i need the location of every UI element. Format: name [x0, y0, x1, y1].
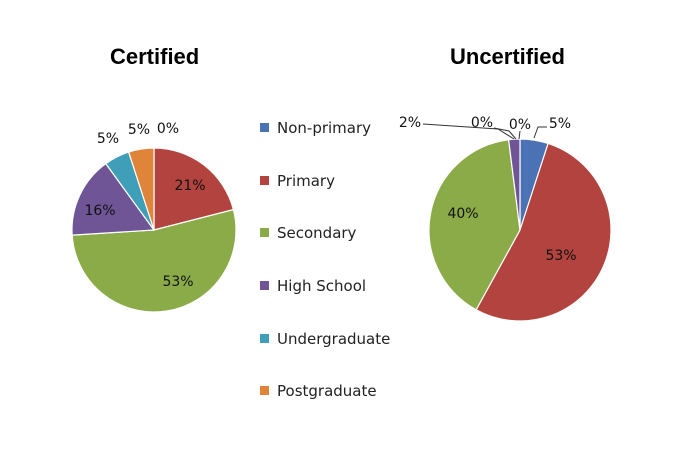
legend-label: Non-primary [277, 119, 372, 137]
data-label-postgraduate: 0% [509, 117, 531, 133]
data-label-undergraduate: 0% [471, 115, 493, 131]
leader-line [533, 126, 547, 139]
data-label-non-primary: 0% [157, 121, 179, 137]
data-label-undergraduate: 5% [97, 131, 119, 147]
data-label-secondary: 40% [447, 206, 478, 222]
pie-slice-primary [153, 147, 235, 231]
legend-swatch [260, 123, 269, 132]
uncertified-pie: 5% 53% 40% 2% 0% 0% [399, 115, 612, 322]
data-label-secondary: 53% [162, 274, 193, 290]
pie-slice-high-school [71, 162, 156, 236]
pie-slice-high-school [507, 138, 521, 231]
pie-slice-secondary [71, 208, 237, 313]
data-label-primary: 21% [174, 178, 205, 194]
pie-slice-primary [475, 142, 612, 322]
legend-label: Primary [277, 171, 335, 190]
legend-label: Secondary [277, 224, 357, 243]
legend-swatch [260, 386, 269, 396]
legend-swatch [260, 228, 269, 238]
leader-line [422, 123, 515, 140]
certified-chart-title: Certified [110, 44, 200, 69]
uncertified-chart-title: Uncertified [450, 44, 565, 69]
legend-label: Undergraduate [277, 329, 391, 348]
data-label-postgraduate: 5% [128, 122, 150, 138]
certified-pie: 0% 21% 53% 16% 5% 5% [71, 121, 237, 313]
leader-line [493, 127, 517, 140]
pie-slice-secondary [428, 139, 521, 311]
leader-line [518, 130, 521, 140]
data-label-high-school: 16% [84, 203, 115, 219]
pie-slice-postgraduate [127, 147, 155, 231]
legend-label: High School [277, 277, 367, 296]
legend-swatch [260, 333, 269, 343]
legend-swatch [260, 281, 269, 291]
legend-label: Postgraduate [277, 382, 377, 401]
data-label-primary: 53% [545, 248, 576, 264]
legend-swatch [260, 175, 269, 185]
data-label-non-primary: 5% [549, 116, 571, 132]
data-label-high-school: 2% [399, 115, 421, 131]
